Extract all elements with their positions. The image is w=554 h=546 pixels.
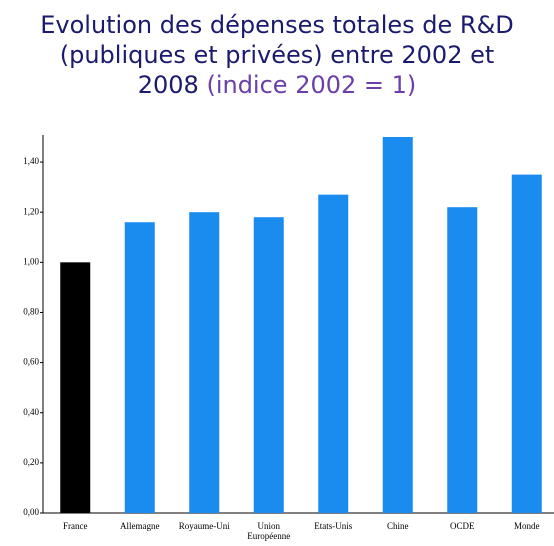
y-tick-label: 0,60 [23, 357, 39, 367]
y-tick-label: 0,80 [23, 307, 39, 317]
y-tick-label: 0,40 [23, 407, 39, 417]
x-tick-label: Etats-Unis [314, 521, 353, 531]
x-tick-label: Royaume-Uni [178, 521, 230, 531]
bar [382, 137, 413, 513]
bar [60, 262, 91, 513]
y-tick-label: 1,20 [23, 206, 39, 216]
y-tick-label: 1,00 [23, 256, 39, 266]
bar [124, 222, 155, 513]
x-tick-label: Union Européenne [247, 521, 291, 541]
bar [318, 194, 349, 514]
chart-title: Evolution des dépenses totales de R&D (p… [40, 11, 514, 99]
chart-title-block: Evolution des dépenses totales de R&D (p… [27, 10, 527, 100]
y-tick-label: 0,00 [23, 507, 39, 517]
bar [447, 207, 478, 514]
x-tick-label: France [63, 521, 88, 531]
bar [189, 212, 220, 513]
chart-subtitle: (indice 2002 = 1) [206, 71, 417, 99]
bar [253, 217, 284, 514]
x-tick-label: Chine [387, 521, 409, 531]
y-tick-label: 1,40 [23, 156, 39, 166]
bar [511, 174, 542, 513]
x-tick-label: Allemagne [120, 521, 160, 531]
y-tick-label: 0,20 [23, 457, 39, 467]
x-tick-label: OCDE [450, 521, 475, 531]
x-tick-label: Monde [514, 521, 540, 531]
